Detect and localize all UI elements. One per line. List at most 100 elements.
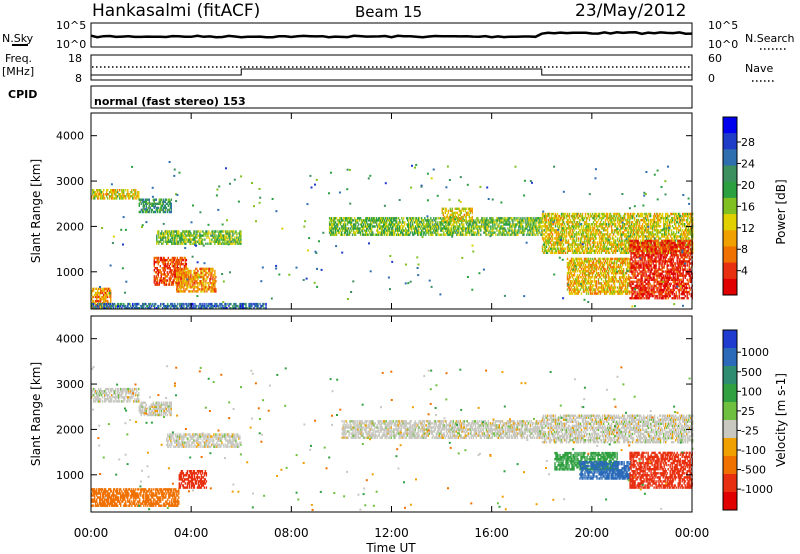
range-time-cell bbox=[164, 258, 166, 262]
range-time-cell bbox=[229, 232, 231, 235]
range-time-cell bbox=[185, 236, 187, 239]
range-time-cell bbox=[142, 202, 144, 205]
range-time-cell bbox=[367, 223, 369, 226]
range-time-cell bbox=[113, 189, 115, 192]
range-time-cell bbox=[448, 225, 450, 228]
range-time-cell bbox=[331, 227, 334, 230]
range-time-cell bbox=[184, 269, 186, 273]
range-time-cell bbox=[401, 217, 403, 220]
range-time-cell bbox=[389, 227, 391, 230]
range-time-cell bbox=[478, 219, 480, 222]
range-time-cell bbox=[209, 238, 211, 241]
range-time-cell bbox=[157, 258, 159, 262]
range-time-cell bbox=[239, 236, 241, 239]
range-time-cell bbox=[107, 197, 109, 200]
range-time-cell bbox=[431, 227, 433, 230]
range-time-cell bbox=[123, 189, 125, 192]
range-time-cell bbox=[178, 282, 180, 285]
range-time-cell bbox=[333, 223, 336, 226]
range-time-cell bbox=[425, 223, 427, 226]
range-time-cell bbox=[160, 236, 162, 239]
range-time-cell bbox=[416, 229, 418, 232]
range-time-cell bbox=[214, 271, 216, 275]
range-time-cell bbox=[94, 197, 96, 200]
range-time-cell bbox=[384, 225, 386, 228]
range-time-cell bbox=[680, 227, 682, 230]
range-time-cell bbox=[226, 234, 228, 237]
range-time-cell bbox=[393, 219, 395, 222]
range-time-cell bbox=[104, 197, 106, 200]
range-time-cell bbox=[438, 233, 440, 236]
range-time-cell bbox=[208, 269, 210, 273]
range-time-cell bbox=[211, 234, 213, 237]
range-time-cell bbox=[174, 240, 176, 243]
range-time-cell bbox=[162, 258, 164, 262]
range-time-cell bbox=[138, 195, 140, 198]
range-time-cell bbox=[229, 236, 231, 239]
range-time-cell bbox=[338, 219, 341, 222]
range-time-cell bbox=[226, 240, 228, 243]
range-time-cell bbox=[346, 229, 349, 232]
range-time-cell bbox=[430, 233, 432, 236]
range-time-cell bbox=[445, 225, 447, 228]
range-time-cell bbox=[135, 189, 137, 192]
range-time-cell bbox=[395, 229, 397, 232]
range-time-cell bbox=[177, 280, 179, 283]
range-time-cell bbox=[153, 269, 155, 272]
range-time-cell bbox=[222, 230, 224, 233]
range-time-cell bbox=[163, 265, 165, 268]
range-time-cell bbox=[181, 258, 184, 262]
range-time-cell bbox=[203, 280, 205, 283]
range-time-cell bbox=[195, 242, 197, 245]
range-time-cell bbox=[621, 239, 624, 242]
range-time-cell bbox=[115, 195, 117, 198]
range-time-cell bbox=[164, 198, 166, 201]
range-time-cell bbox=[447, 223, 449, 226]
range-time-cell bbox=[443, 215, 445, 219]
range-time-cell bbox=[575, 235, 578, 238]
range-time-cell bbox=[176, 280, 178, 283]
range-time-cell bbox=[117, 195, 119, 198]
range-time-cell bbox=[351, 233, 354, 236]
range-time-cell bbox=[341, 229, 344, 232]
range-time-cell bbox=[169, 279, 171, 282]
range-time-cell bbox=[400, 225, 402, 228]
range-time-cell bbox=[364, 219, 366, 222]
range-time-cell bbox=[159, 236, 161, 239]
range-time-cell bbox=[460, 211, 462, 215]
range-time-cell bbox=[427, 231, 429, 234]
range-time-cell bbox=[554, 212, 557, 216]
range-time-cell bbox=[158, 200, 160, 203]
range-time-cell bbox=[185, 273, 187, 277]
range-time-cell bbox=[158, 279, 160, 282]
range-time-cell bbox=[183, 256, 186, 260]
range-time-cell bbox=[366, 217, 368, 220]
range-time-cell bbox=[367, 225, 369, 228]
station-title: Hankasalmi (fitACF) bbox=[92, 1, 260, 21]
freq-panel: Freq. [MHz] 18 8 60 0 Nave bbox=[2, 52, 776, 85]
range-time-cell bbox=[488, 223, 490, 226]
range-time-cell bbox=[185, 282, 187, 285]
range-time-cell bbox=[335, 217, 338, 220]
range-time-cell bbox=[435, 219, 437, 222]
range-time-cell bbox=[122, 197, 124, 200]
range-time-cell bbox=[170, 271, 172, 274]
range-time-cell bbox=[329, 229, 332, 232]
range-time-cell bbox=[412, 231, 414, 234]
range-time-cell bbox=[171, 240, 173, 243]
range-time-cell bbox=[115, 189, 117, 192]
range-time-cell bbox=[240, 234, 242, 237]
range-time-cell bbox=[354, 223, 357, 226]
range-time-cell bbox=[144, 202, 146, 205]
range-time-cell bbox=[171, 256, 173, 260]
range-time-cell bbox=[99, 191, 101, 194]
range-time-cell bbox=[203, 275, 205, 279]
range-time-cell bbox=[196, 290, 198, 293]
range-time-cell bbox=[580, 257, 583, 261]
range-time-cell bbox=[183, 282, 185, 285]
range-time-cell bbox=[179, 234, 181, 237]
range-time-cell bbox=[453, 223, 455, 226]
range-time-cell bbox=[391, 221, 393, 224]
range-time-cell bbox=[100, 189, 102, 192]
range-time-cell bbox=[170, 208, 172, 212]
